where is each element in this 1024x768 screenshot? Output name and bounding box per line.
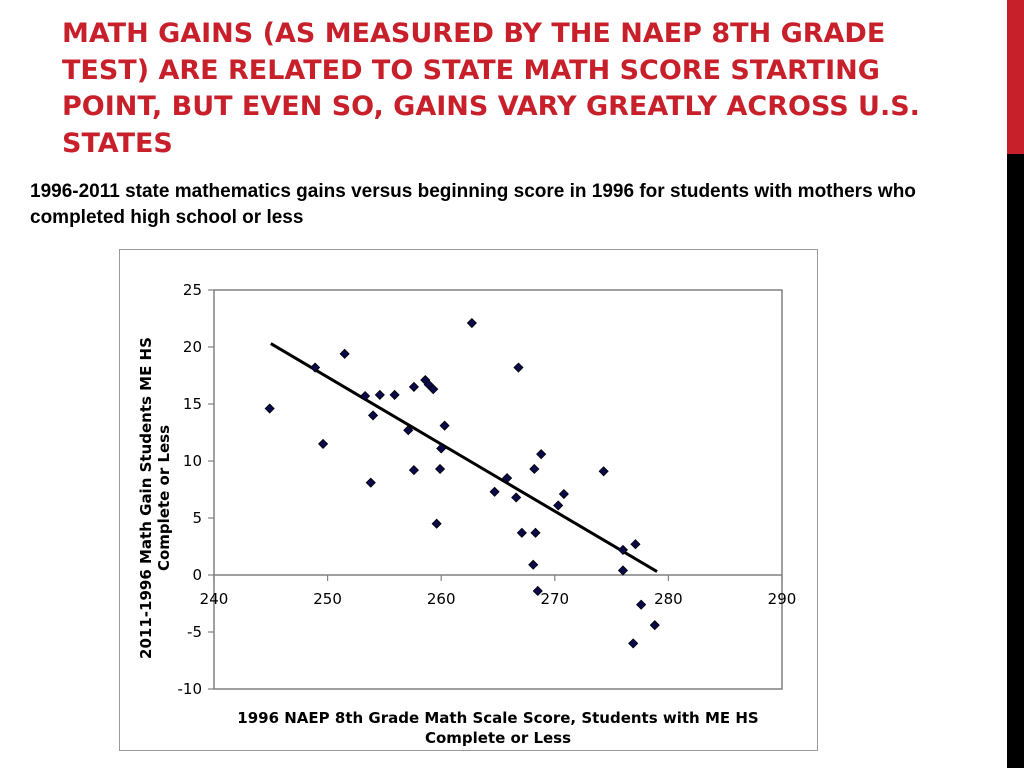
x-tick-label: 270	[540, 590, 569, 608]
data-point	[374, 389, 385, 400]
x-tick-label: 260	[427, 590, 456, 608]
accent-bar-black	[1007, 154, 1024, 768]
x-axis-title: 1996 NAEP 8th Grade Math Scale Score, St…	[237, 709, 759, 747]
x-tick-label: 240	[200, 590, 229, 608]
data-point	[403, 425, 414, 436]
data-point	[553, 500, 564, 511]
slide-title: MATH GAINS (AS MEASURED BY THE NAEP 8TH …	[62, 18, 920, 159]
data-point	[513, 362, 524, 373]
data-point	[365, 477, 376, 488]
y-tick-label: 20	[183, 338, 202, 356]
data-point	[310, 362, 321, 373]
accent-bar-red	[1007, 0, 1024, 154]
y-axis-title: 2011-1996 Math Gain Students ME HS Compl…	[137, 337, 173, 659]
data-point	[598, 466, 609, 477]
y-tick-label: 25	[183, 281, 202, 299]
data-point	[529, 463, 540, 475]
data-point	[466, 317, 477, 329]
data-point	[339, 348, 350, 359]
data-point	[489, 486, 500, 497]
data-point	[428, 384, 439, 395]
y-tick-label: 0	[192, 566, 202, 584]
x-tick-label: 280	[654, 590, 683, 608]
data-point	[516, 527, 527, 538]
y-tick-label: 10	[183, 452, 202, 470]
trendline	[270, 342, 658, 573]
data-point	[264, 403, 275, 414]
data-point	[367, 410, 379, 421]
data-point	[434, 463, 446, 475]
data-point	[317, 438, 329, 449]
chart-frame	[119, 249, 818, 751]
x-tick-label: 250	[313, 590, 342, 608]
data-point	[360, 390, 371, 402]
data-point	[617, 544, 629, 555]
data-point	[436, 443, 447, 454]
data-point	[528, 559, 539, 570]
data-point	[636, 599, 647, 610]
data-point	[649, 620, 660, 631]
data-point	[532, 585, 543, 597]
data-point	[408, 465, 420, 476]
data-point	[536, 449, 547, 460]
y-tick-label: -10	[178, 680, 203, 698]
plot-area-border	[213, 289, 783, 690]
data-point	[628, 638, 639, 649]
data-point	[530, 527, 541, 538]
data-point	[558, 488, 569, 500]
y-tick-label: -5	[187, 623, 202, 641]
data-point	[439, 420, 450, 431]
chart-subtitle: 1996-2011 state mathematics gains versus…	[30, 181, 916, 228]
data-point	[630, 539, 641, 550]
x-tick-label: 290	[768, 590, 797, 608]
y-tick-label: 5	[192, 509, 202, 527]
data-point	[408, 381, 420, 392]
data-point	[617, 565, 629, 576]
data-point	[431, 518, 442, 529]
data-point	[389, 389, 400, 400]
y-tick-label: 15	[183, 395, 202, 413]
data-point	[502, 473, 513, 484]
data-point	[511, 492, 522, 503]
